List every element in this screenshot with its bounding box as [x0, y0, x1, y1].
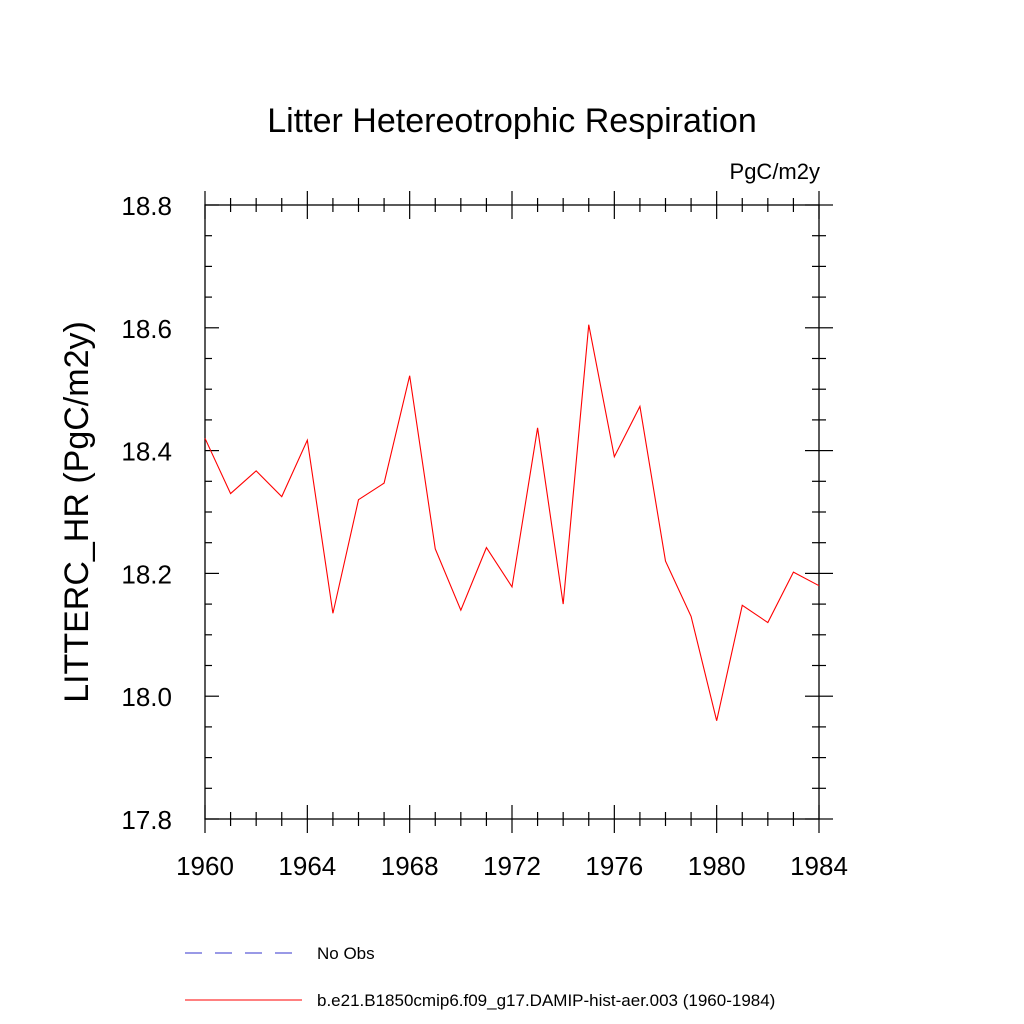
- y-tick-label: 18.4: [121, 437, 172, 467]
- y-tick-label: 18.6: [121, 314, 172, 344]
- chart-title: Litter Hetereotrophic Respiration: [267, 102, 756, 140]
- legend-label: b.e21.B1850cmip6.f09_g17.DAMIP-hist-aer.…: [317, 991, 775, 1010]
- axis-ticks: [204, 191, 833, 833]
- legend: No Obs b.e21.B1850cmip6.f09_g17.DAMIP-his…: [185, 944, 775, 1010]
- y-tick-label: 18.8: [121, 191, 172, 221]
- legend-label: No Obs: [317, 944, 375, 963]
- tick-labels: 1960 1964 1968 1972 1976 1980 1984 17.8 18.0 18.2…: [121, 191, 848, 881]
- units-label: PgC/m2y: [730, 159, 820, 184]
- x-tick-label: 1984: [790, 851, 848, 881]
- y-tick-label: 18.0: [121, 682, 172, 712]
- series-group: [204, 324, 820, 721]
- plot-frame: [204, 204, 820, 820]
- x-tick-label: 1960: [176, 851, 234, 881]
- x-tick-label: 1968: [381, 851, 439, 881]
- series-line: [204, 324, 820, 721]
- x-tick-label: 1976: [585, 851, 643, 881]
- x-tick-label: 1980: [688, 851, 746, 881]
- x-tick-label: 1972: [483, 851, 541, 881]
- y-tick-label: 17.8: [121, 805, 172, 835]
- y-tick-label: 18.2: [121, 559, 172, 589]
- y-axis-label: LITTERC_HR (PgC/m2y): [58, 321, 96, 703]
- x-tick-label: 1964: [278, 851, 336, 881]
